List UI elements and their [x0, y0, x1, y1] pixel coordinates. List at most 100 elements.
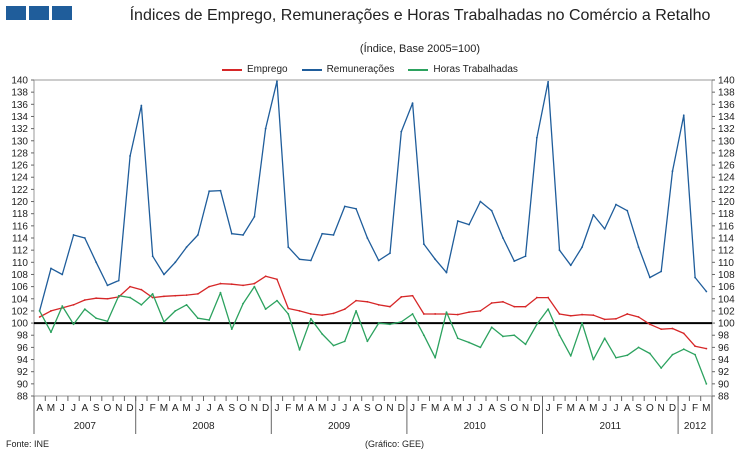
legend-item-horas: Horas Trabalhadas — [408, 64, 518, 75]
x-month-label: F — [421, 403, 427, 414]
data-point — [479, 346, 482, 349]
x-month-label: J — [602, 403, 607, 414]
data-point — [196, 293, 199, 295]
data-point — [253, 282, 256, 285]
data-point — [321, 333, 324, 335]
x-month-label: F — [556, 403, 562, 414]
chart-subtitle: (Índice, Base 2005=100) — [359, 43, 481, 55]
data-point — [185, 294, 188, 297]
x-month-label: A — [82, 403, 89, 414]
legend-label: Remunerações — [326, 64, 395, 75]
x-month-label: S — [635, 403, 642, 414]
data-point — [50, 331, 52, 334]
x-month-label: S — [228, 403, 235, 414]
data-point — [196, 317, 199, 320]
data-point — [660, 270, 663, 273]
data-point — [242, 284, 244, 287]
legend-swatch — [408, 68, 429, 71]
year-label: 2012 — [684, 421, 707, 432]
data-point — [163, 295, 165, 298]
data-point — [490, 326, 493, 329]
data-point — [603, 337, 606, 340]
x-month-label: J — [681, 403, 686, 414]
x-month-label: S — [364, 403, 371, 414]
year-label: 2010 — [464, 421, 487, 432]
data-point — [637, 316, 640, 318]
x-month-label: O — [510, 403, 518, 414]
x-month-label: O — [239, 403, 247, 414]
data-point — [196, 234, 199, 236]
y-tick-label-left: 134 — [11, 112, 28, 123]
data-point — [343, 340, 346, 343]
y-tick-label-right: 120 — [718, 197, 735, 208]
data-point — [332, 344, 335, 347]
x-month-label: D — [398, 403, 405, 414]
data-point — [524, 255, 527, 258]
data-point — [615, 317, 617, 320]
data-point — [343, 205, 346, 208]
x-month-label: J — [342, 403, 347, 414]
y-tick-label-right: 132 — [718, 124, 735, 135]
data-point — [72, 323, 75, 326]
y-tick-label-left: 120 — [11, 197, 28, 208]
year-label: 2009 — [328, 421, 351, 432]
year-label: 2008 — [192, 421, 215, 432]
x-month-label: A — [579, 403, 586, 414]
data-point — [671, 170, 674, 173]
y-tick-label-left: 118 — [12, 209, 28, 220]
data-point — [298, 258, 301, 261]
data-point — [264, 308, 267, 310]
data-point — [355, 207, 357, 210]
data-point — [309, 259, 312, 262]
y-tick-label-right: 112 — [718, 246, 734, 257]
x-month-label: S — [93, 403, 100, 414]
data-point — [106, 284, 109, 287]
data-point — [117, 294, 120, 297]
x-month-label: O — [375, 403, 383, 414]
data-point — [389, 252, 391, 255]
x-month-label: J — [410, 403, 415, 414]
data-point — [129, 285, 131, 288]
x-month-label: N — [251, 403, 258, 414]
data-point — [456, 313, 459, 316]
data-point — [400, 296, 403, 298]
y-tick-label-left: 96 — [17, 343, 29, 354]
data-point — [230, 328, 233, 331]
data-point — [298, 348, 301, 351]
y-tick-label-left: 88 — [17, 392, 29, 403]
y-tick-label-left: 112 — [12, 246, 28, 257]
y-tick-label-left: 114 — [12, 234, 28, 245]
legend-swatch — [301, 68, 322, 71]
data-point — [264, 127, 267, 130]
data-point — [185, 246, 188, 249]
data-point — [547, 296, 550, 299]
y-tick-label-right: 128 — [718, 148, 735, 159]
data-point — [434, 356, 437, 359]
data-point — [513, 334, 516, 337]
data-point — [174, 261, 177, 264]
data-point — [603, 318, 606, 321]
data-point — [694, 345, 696, 348]
data-point — [479, 310, 482, 312]
x-month-label: J — [331, 403, 336, 414]
y-tick-label-left: 130 — [11, 136, 28, 147]
graphic-credit: (Gráfico: GEE) — [365, 439, 425, 449]
data-point — [502, 237, 504, 239]
data-point — [332, 234, 335, 236]
y-tick-label-left: 92 — [17, 367, 29, 378]
data-point — [694, 276, 696, 279]
data-point — [535, 136, 538, 139]
data-point — [95, 317, 98, 320]
y-tick-label-left: 106 — [11, 282, 28, 293]
legend-label: Emprego — [247, 64, 288, 75]
data-point — [558, 249, 561, 252]
data-point — [456, 337, 459, 340]
x-month-label: N — [658, 403, 665, 414]
data-point — [535, 323, 538, 326]
data-point — [400, 320, 403, 323]
logo-block — [52, 6, 72, 20]
data-point — [287, 246, 290, 249]
x-month-label: F — [692, 403, 698, 414]
data-point — [377, 259, 380, 262]
x-month-label: A — [308, 403, 315, 414]
